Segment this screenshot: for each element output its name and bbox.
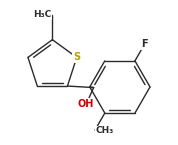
- Text: OH: OH: [77, 99, 94, 109]
- Text: S: S: [73, 52, 80, 62]
- Text: F: F: [141, 39, 148, 49]
- Text: H₃C: H₃C: [33, 10, 52, 19]
- Text: CH₃: CH₃: [96, 126, 114, 135]
